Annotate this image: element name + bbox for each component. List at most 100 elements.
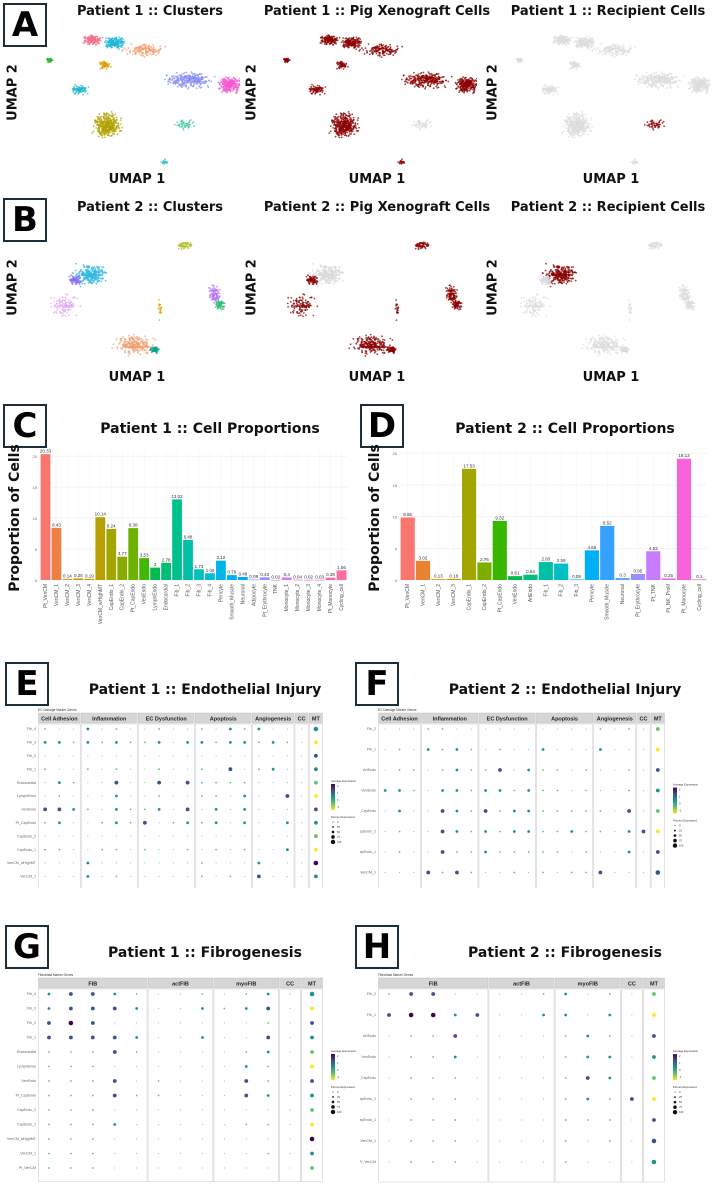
bar-c-CapEndo_2 xyxy=(117,556,128,580)
dot xyxy=(556,769,559,771)
panel-label-b: B xyxy=(3,198,47,242)
dot xyxy=(521,1098,522,1100)
legend-size-dot xyxy=(672,843,678,848)
chart-title-c: Patient 1 :: Cell Proportions xyxy=(100,421,320,437)
bar-value-label: 0.19 xyxy=(85,573,94,578)
legend-size-tick: 75 xyxy=(337,835,340,839)
chart-title-h: Patient 2 :: Fibrogenesis xyxy=(468,945,662,961)
dot xyxy=(455,768,459,772)
legend-size-tick: 0 xyxy=(679,824,681,828)
dot xyxy=(441,871,444,874)
dot xyxy=(313,740,318,745)
y-tick-label: 5 xyxy=(395,546,398,551)
dot xyxy=(410,1161,413,1163)
dot xyxy=(286,768,288,770)
x-tick-label: Fib_3 xyxy=(574,584,580,597)
dot xyxy=(115,755,117,757)
dot xyxy=(564,1140,567,1142)
dot xyxy=(289,993,291,995)
legend-size-dot xyxy=(673,834,677,837)
dot xyxy=(73,728,75,730)
dot xyxy=(229,781,232,784)
dot xyxy=(245,1153,247,1154)
dot xyxy=(223,993,225,995)
dot xyxy=(652,992,656,996)
bar-c-Pt_Erythrocyte xyxy=(259,577,270,580)
dot xyxy=(598,870,603,875)
dot xyxy=(499,872,501,873)
umap-xlabel-a1: UMAP 1 xyxy=(108,172,166,187)
dot xyxy=(384,851,386,853)
bar-value-label: 3.02 xyxy=(419,555,428,560)
dot xyxy=(201,993,204,995)
dot xyxy=(180,1066,181,1067)
dot xyxy=(136,1124,138,1125)
bar-value-label: 2.78 xyxy=(162,557,171,562)
dot xyxy=(272,875,274,877)
y-tick-label: 10 xyxy=(393,515,398,520)
dot xyxy=(289,1109,291,1111)
dot xyxy=(384,831,386,832)
bar-d-Pt_TNK xyxy=(646,551,661,580)
facet-label: actFIB xyxy=(172,982,189,988)
dot xyxy=(223,1080,225,1082)
dot xyxy=(432,1098,435,1100)
bar-c-VenCM_3 xyxy=(73,578,84,580)
dot xyxy=(112,1006,117,1011)
legend-colorbar xyxy=(331,783,335,810)
dot xyxy=(455,748,459,751)
dot xyxy=(564,1013,568,1017)
bar-c-VenCM_4 xyxy=(84,578,95,580)
dot xyxy=(388,1119,390,1121)
dot xyxy=(69,1152,72,1155)
legend-color-tick: 1 xyxy=(679,1061,681,1065)
row-label: Pt_VenCM xyxy=(19,1166,36,1170)
x-tick-label: Neuronal xyxy=(240,584,246,604)
bar-value-label: 10.14 xyxy=(95,512,107,517)
legend-size-tick: 0 xyxy=(337,820,339,824)
dot xyxy=(244,1093,249,1098)
dot xyxy=(130,768,132,770)
legend-size-title: Percent Expressed xyxy=(331,815,355,819)
dot xyxy=(158,1008,160,1009)
legend-color-tick: 0 xyxy=(337,1068,339,1072)
dot xyxy=(114,1167,116,1169)
dot-plot-subtitle: EC Damage Marker Genes xyxy=(38,708,77,712)
dot xyxy=(223,1095,225,1096)
bar-value-label: 8.24 xyxy=(107,523,116,528)
facet-strip xyxy=(378,977,489,989)
dot xyxy=(223,1138,225,1140)
dot xyxy=(215,741,218,744)
dot xyxy=(285,794,290,798)
bar-value-label: 0.25 xyxy=(664,573,673,578)
gridlines xyxy=(40,450,347,581)
x-tick-label: Endocardial xyxy=(164,584,170,610)
dot xyxy=(172,849,174,851)
dot xyxy=(272,835,274,837)
dot xyxy=(399,728,401,730)
dot xyxy=(201,808,203,810)
x-tick-label: Fib_1 xyxy=(543,584,549,597)
dot xyxy=(655,747,660,752)
dot xyxy=(136,1022,138,1024)
row-label: ArtEndo xyxy=(363,1034,376,1038)
legend-size-tick: 50 xyxy=(679,1100,682,1104)
dot xyxy=(258,849,260,851)
bar-value-label: 0.14 xyxy=(63,574,72,579)
dot xyxy=(58,728,60,730)
x-tick-label: Monocyte_2 xyxy=(295,584,301,611)
dot xyxy=(476,1056,478,1058)
dot xyxy=(47,1021,51,1025)
legend-size-dot xyxy=(674,1096,676,1099)
dot xyxy=(130,795,132,797)
bar-value-label: 1.73 xyxy=(195,564,204,569)
facet-panel xyxy=(137,723,195,888)
dot xyxy=(427,851,429,853)
x-tick-label: Cycling_cell xyxy=(339,584,345,611)
dot xyxy=(44,782,46,784)
dot xyxy=(456,728,458,730)
umap-title-b3: Patient 2 :: Recipient Cells xyxy=(510,200,706,215)
dot xyxy=(172,835,174,837)
dot xyxy=(310,1093,314,1098)
